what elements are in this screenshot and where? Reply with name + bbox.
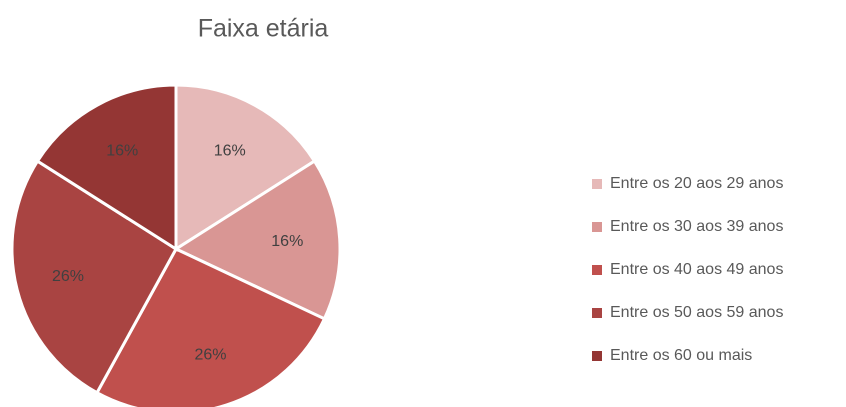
data-label: 26%: [52, 268, 84, 285]
data-label: 16%: [271, 233, 303, 250]
legend-swatch: [592, 222, 602, 232]
legend-swatch: [592, 308, 602, 318]
pie-slice: [94, 247, 327, 407]
legend-swatch: [592, 179, 602, 189]
pie-slice: [35, 83, 178, 252]
legend-label: Entre os 20 aos 29 anos: [610, 175, 783, 192]
legend-label: Entre os 60 ou mais: [610, 347, 752, 364]
pie-slice: [10, 159, 178, 395]
chart-title: Faixa etária: [198, 15, 329, 43]
legend-label: Entre os 30 aos 39 anos: [610, 218, 783, 235]
legend-label: Entre os 50 aos 59 anos: [610, 304, 783, 321]
legend-label: Entre os 40 aos 49 anos: [610, 261, 783, 278]
legend-swatch: [592, 265, 602, 275]
pie-slice: [172, 159, 342, 321]
pie-slice: [174, 83, 317, 252]
legend-swatch: [592, 351, 602, 361]
data-label: 16%: [106, 142, 138, 159]
data-label: 16%: [214, 142, 246, 159]
data-label: 26%: [194, 346, 226, 363]
